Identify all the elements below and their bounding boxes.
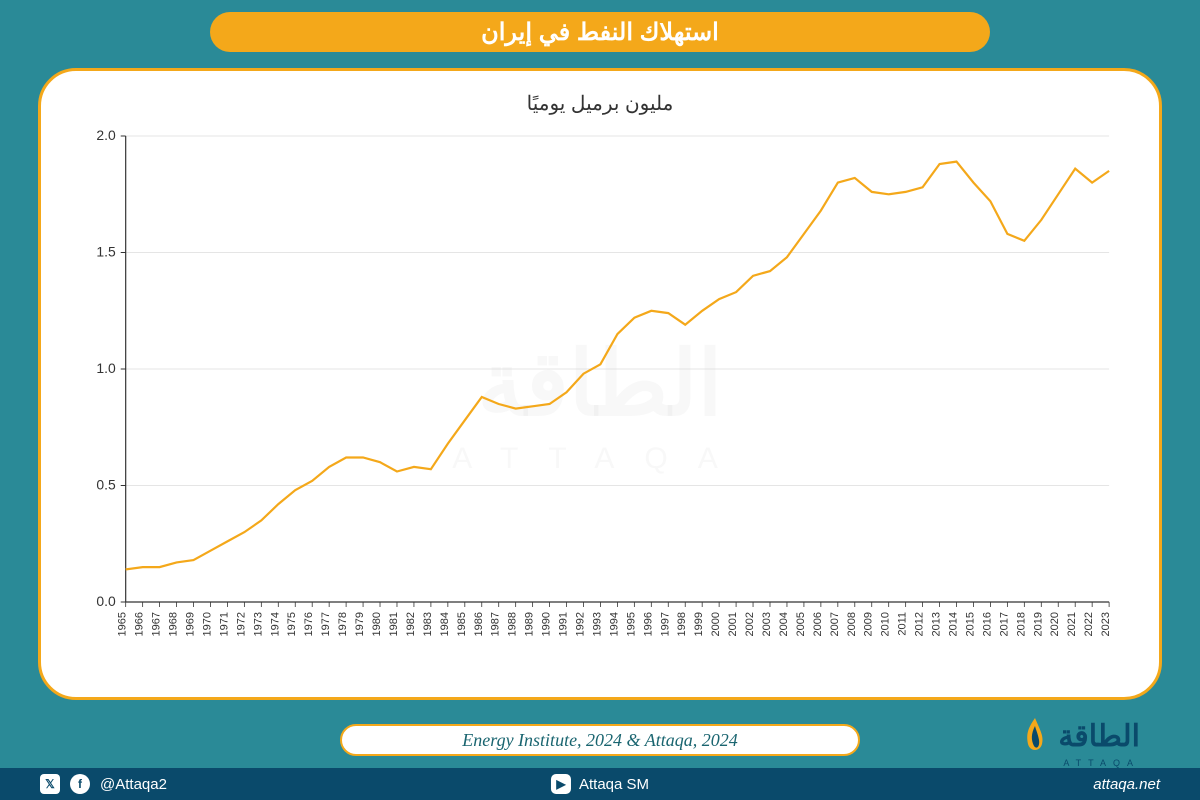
svg-text:1988: 1988	[507, 612, 519, 636]
svg-text:1992: 1992	[575, 612, 587, 636]
svg-text:1.0: 1.0	[96, 360, 116, 376]
youtube-icon: ▶	[551, 774, 571, 794]
svg-text:1971: 1971	[218, 612, 230, 636]
svg-text:1966: 1966	[134, 612, 146, 636]
svg-text:1979: 1979	[354, 612, 366, 636]
svg-text:1993: 1993	[591, 612, 603, 636]
svg-text:1990: 1990	[541, 612, 553, 636]
flame-icon	[1018, 716, 1052, 756]
svg-text:1974: 1974	[269, 612, 281, 636]
svg-text:1976: 1976	[303, 612, 315, 636]
svg-text:0.5: 0.5	[96, 476, 116, 492]
svg-text:2019: 2019	[1032, 612, 1044, 636]
page-title: استهلاك النفط في إيران	[481, 18, 719, 47]
social-handle: @Attaqa2	[100, 776, 167, 793]
svg-text:1970: 1970	[201, 612, 213, 636]
chart-container: مليون برميل يوميًا الطاقة ATTAQA 0.00.51…	[38, 68, 1162, 700]
youtube-text: Attaqa SM	[579, 776, 649, 793]
svg-text:1965: 1965	[117, 612, 129, 636]
svg-text:2009: 2009	[863, 612, 875, 636]
svg-text:1977: 1977	[320, 612, 332, 636]
svg-text:1982: 1982	[405, 612, 417, 636]
svg-text:2013: 2013	[931, 612, 943, 636]
svg-text:2.0: 2.0	[96, 127, 116, 143]
svg-text:1981: 1981	[388, 612, 400, 636]
svg-text:2023: 2023	[1100, 612, 1112, 636]
svg-text:2001: 2001	[727, 612, 739, 636]
svg-text:1997: 1997	[659, 612, 671, 636]
source-text: Energy Institute, 2024 & Attaqa, 2024	[462, 730, 737, 751]
svg-text:1980: 1980	[371, 612, 383, 636]
brand-logo: الطاقة ATTAQA	[1018, 716, 1140, 756]
logo-subtext: ATTAQA	[1063, 758, 1140, 768]
header-band: استهلاك النفط في إيران	[210, 12, 990, 52]
svg-text:1972: 1972	[235, 612, 247, 636]
svg-text:1969: 1969	[185, 612, 197, 636]
svg-text:1984: 1984	[439, 612, 451, 636]
footer-bar: 𝕏 f @Attaqa2 ▶ Attaqa SM attaqa.net	[0, 768, 1200, 800]
svg-text:0.0: 0.0	[96, 593, 116, 609]
svg-text:2006: 2006	[812, 612, 824, 636]
svg-text:2020: 2020	[1049, 612, 1061, 636]
svg-text:2016: 2016	[981, 612, 993, 636]
svg-text:2015: 2015	[964, 612, 976, 636]
svg-text:1998: 1998	[676, 612, 688, 636]
svg-text:1991: 1991	[558, 612, 570, 636]
chart-subtitle: مليون برميل يوميًا	[71, 91, 1129, 116]
svg-text:2004: 2004	[778, 612, 790, 636]
x-icon: 𝕏	[40, 774, 60, 794]
svg-text:1987: 1987	[490, 612, 502, 636]
svg-text:2018: 2018	[1015, 612, 1027, 636]
svg-text:2017: 2017	[998, 612, 1010, 636]
footer-youtube: ▶ Attaqa SM	[551, 774, 649, 794]
svg-text:1989: 1989	[524, 612, 536, 636]
svg-text:1967: 1967	[151, 612, 163, 636]
svg-text:2012: 2012	[914, 612, 926, 636]
facebook-icon: f	[70, 774, 90, 794]
svg-text:1985: 1985	[456, 612, 468, 636]
svg-text:1968: 1968	[168, 612, 180, 636]
footer-site: attaqa.net	[1093, 776, 1160, 793]
svg-text:1994: 1994	[608, 612, 620, 636]
svg-text:2021: 2021	[1066, 612, 1078, 636]
svg-text:2003: 2003	[761, 612, 773, 636]
svg-text:1999: 1999	[693, 612, 705, 636]
svg-text:1978: 1978	[337, 612, 349, 636]
svg-text:2008: 2008	[846, 612, 858, 636]
svg-text:2007: 2007	[829, 612, 841, 636]
line-chart: 0.0 0.5 1.0 1.5 2.0 1965 1966 1967 1968 1969 1970 1…	[71, 126, 1129, 674]
svg-text:1.5: 1.5	[96, 243, 116, 259]
svg-text:2011: 2011	[897, 612, 909, 636]
svg-text:2010: 2010	[880, 612, 892, 636]
svg-text:1973: 1973	[252, 612, 264, 636]
svg-text:1986: 1986	[473, 612, 485, 636]
svg-text:2014: 2014	[948, 612, 960, 636]
svg-text:2005: 2005	[795, 612, 807, 636]
svg-text:1975: 1975	[286, 612, 298, 636]
svg-text:2002: 2002	[744, 612, 756, 636]
svg-text:1995: 1995	[625, 612, 637, 636]
svg-text:1996: 1996	[642, 612, 654, 636]
svg-text:2022: 2022	[1083, 612, 1095, 636]
footer-social: 𝕏 f @Attaqa2	[40, 774, 167, 794]
logo-text: الطاقة	[1058, 719, 1140, 754]
source-band: Energy Institute, 2024 & Attaqa, 2024	[340, 724, 860, 756]
svg-text:2000: 2000	[710, 612, 722, 636]
svg-text:1983: 1983	[422, 612, 434, 636]
